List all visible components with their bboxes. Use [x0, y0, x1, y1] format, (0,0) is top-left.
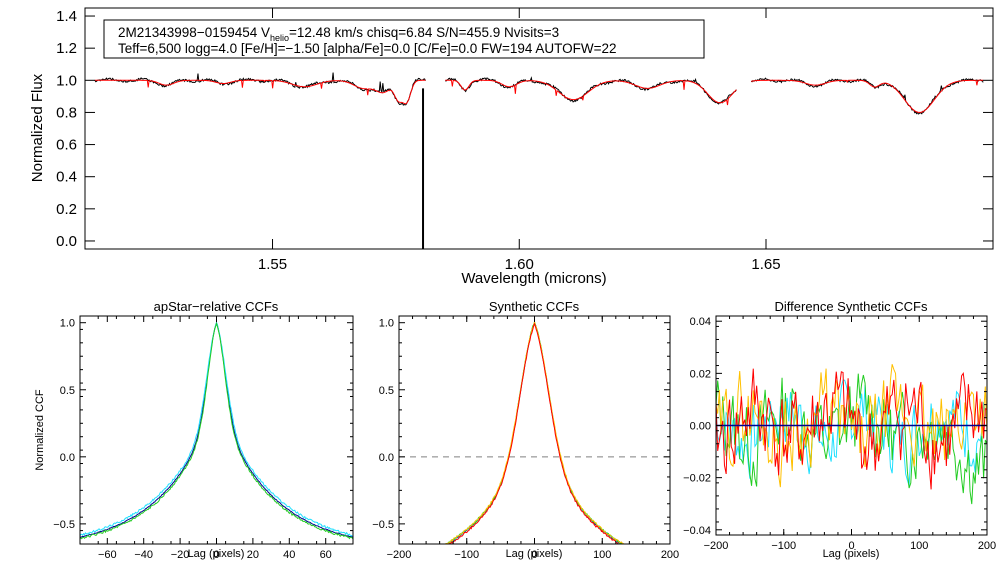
x-tick-label: 0: [213, 549, 219, 561]
y-tick-label: 0.6: [56, 137, 77, 154]
ccf1-x-ticks: −60 −40 −20 0 20 40 60: [79, 316, 354, 561]
synthetic-spectrum-line: [94, 79, 984, 113]
ccf3-title: Difference Synthetic CCFs: [775, 299, 928, 314]
y-tick-label: −0.04: [683, 525, 711, 537]
spectrum-y-ticks: 0.0 0.2 0.4 0.6 0.8 1.0 1.2 1.4: [56, 8, 993, 250]
ccf-panel-difference: Difference Synthetic CCFs −200 −100 0 100 20…: [683, 299, 996, 560]
y-tick-label: 1.0: [60, 318, 75, 330]
x-tick-label: 100: [593, 549, 611, 561]
legend-stats: =12.48 km/s chisq=6.84 S/N=455.9 Nvisits…: [289, 25, 559, 40]
y-tick-label: 0.0: [56, 233, 77, 250]
spectrum-y-axis-title: Normalized Flux: [29, 73, 46, 182]
x-tick-label: 200: [978, 540, 996, 552]
ccf-panel-apstar: apStar−relative CCFs −60 −40 −20 0 20 40 60 −0…: [34, 299, 354, 561]
x-tick-label: 100: [910, 540, 928, 552]
ccf2-y-ticks: −0.5 0.0 0.5 1.0: [372, 315, 670, 545]
y-tick-label: 0.00: [690, 421, 711, 433]
y-tick-label: 0.2: [56, 201, 77, 218]
x-tick-label: 200: [661, 549, 679, 561]
y-tick-label: 0.04: [690, 316, 711, 328]
x-tick-label: −200: [704, 540, 729, 552]
x-tick-label: 60: [320, 549, 332, 561]
y-tick-label: −0.02: [683, 473, 711, 485]
ccf1-title: apStar−relative CCFs: [154, 299, 279, 314]
ccf3-y-ticks: −0.04 −0.02 0.00 0.02 0.04: [683, 316, 987, 537]
x-tick-label: 0: [848, 540, 854, 552]
x-tick-label: 0: [531, 549, 537, 561]
ccf-panel-synthetic: Synthetic CCFs −200 −100 0 100 200 −0.5 0.0 0.…: [372, 299, 679, 561]
ccf3-x-ticks: −200 −100 0 100 200: [704, 316, 996, 552]
x-tick-label: 1.55: [258, 256, 287, 273]
y-tick-label: −0.5: [372, 519, 394, 531]
x-tick-label: −40: [134, 549, 153, 561]
legend-star-id-vhelio: 2M21343998−0159454 V: [118, 25, 270, 40]
ccf1-x-axis-title: Lag (pixels): [188, 548, 245, 560]
ccf3-series: [715, 364, 988, 505]
ccf-series-line: [79, 321, 354, 540]
x-tick-label: −200: [387, 549, 412, 561]
spectrum-x-axis-title: Wavelength (microns): [461, 270, 606, 287]
y-tick-label: −0.5: [53, 519, 75, 531]
ccf2-title: Synthetic CCFs: [489, 299, 580, 314]
ccf2-x-axis-title: Lag (pixels): [506, 548, 563, 560]
spectrum-frame: [84, 7, 994, 250]
x-tick-label: 20: [247, 549, 259, 561]
ccf1-series: [79, 320, 354, 540]
y-tick-label: 1.0: [379, 318, 394, 330]
x-tick-label: −100: [771, 540, 796, 552]
legend-vhelio-subscript: helio: [270, 33, 289, 43]
spectrum-legend: 2M21343998−0159454 Vhelio=12.48 km/s chi…: [103, 19, 705, 59]
y-tick-label: 0.0: [60, 452, 75, 464]
y-tick-label: 1.0: [56, 72, 77, 89]
ccf1-y-axis-title: Normalized CCF: [34, 389, 46, 471]
ccf1-y-ticks: −0.5 0.0 0.5 1.0: [53, 315, 353, 545]
legend-box: [103, 19, 705, 59]
x-tick-label: 1.60: [505, 256, 534, 273]
x-tick-label: −20: [171, 549, 190, 561]
legend-line-1: 2M21343998−0159454 Vhelio=12.48 km/s chi…: [118, 25, 559, 43]
y-tick-label: 1.2: [56, 40, 77, 57]
y-tick-label: 0.0: [379, 452, 394, 464]
x-tick-label: −100: [454, 549, 479, 561]
y-tick-label: 0.5: [379, 385, 394, 397]
spectrum-panel: 1.55 1.60 1.65 0.0 0.2 0.4 0.6 0.8 1.0 1.2 1.4 Wa…: [29, 7, 994, 287]
legend-line-2: Teff=6,500 logg=4.0 [Fe/H]=−1.50 [alpha/…: [118, 41, 617, 56]
x-tick-label: −60: [98, 549, 117, 561]
x-tick-label: 40: [283, 549, 295, 561]
y-tick-label: 0.02: [690, 368, 711, 380]
y-tick-label: 1.4: [56, 8, 77, 25]
x-tick-label: 1.65: [751, 256, 780, 273]
y-tick-label: 0.8: [56, 104, 77, 121]
y-tick-label: 0.5: [60, 385, 75, 397]
ccf2-x-ticks: −200 −100 0 100 200: [387, 316, 679, 561]
spectrum-traces: [94, 72, 984, 249]
y-tick-label: 0.4: [56, 169, 77, 186]
difference-series-line: [715, 364, 988, 488]
ccf3-x-axis-title: Lag (pixels): [823, 548, 880, 560]
spectrum-x-ticks: 1.55 1.60 1.65: [258, 8, 781, 273]
